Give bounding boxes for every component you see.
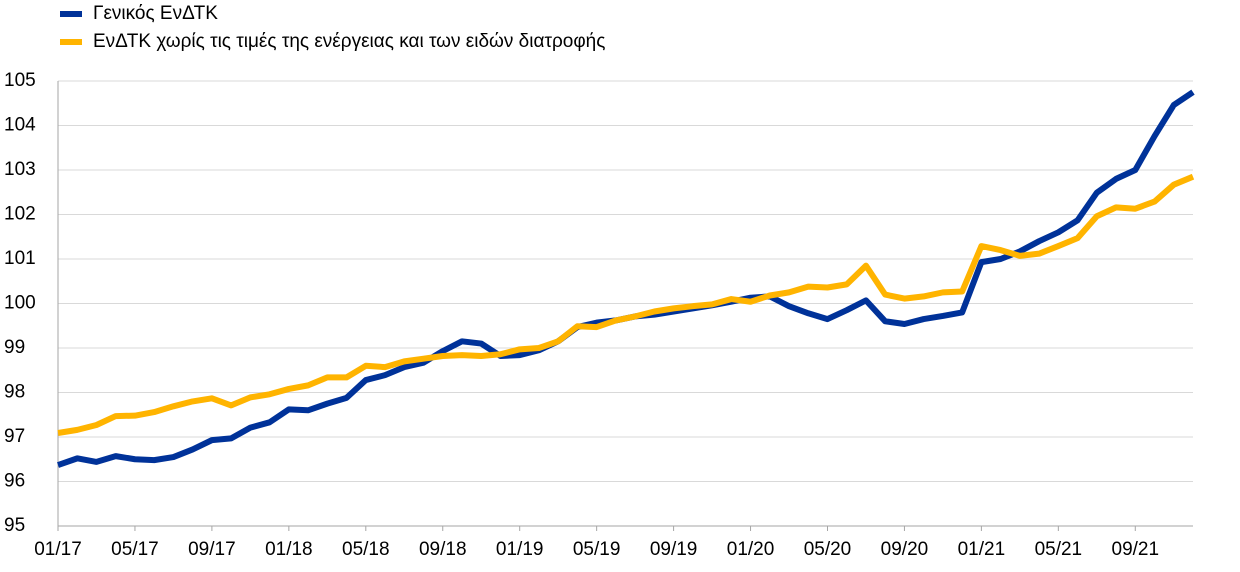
y-tick-label: 101 [4,248,36,269]
x-tick-label: 05/18 [342,539,390,560]
y-tick-label: 103 [4,159,36,180]
y-tick-label: 95 [4,515,25,536]
x-tick-label: 05/20 [804,539,852,560]
legend-label: ΕνΔΤΚ χωρίς τις τιμές της ενέργειας και … [93,31,605,52]
y-tick-label: 97 [4,426,25,447]
x-tick-label: 09/20 [881,539,929,560]
series-line [57,173,1195,436]
x-tick-label: 01/18 [265,539,313,560]
x-tick-label: 05/17 [111,539,159,560]
y-tick-label: 102 [4,204,36,225]
x-tick-label: 09/21 [1112,539,1160,560]
y-tick-label: 100 [4,293,36,314]
x-tick-label: 05/19 [573,539,621,560]
x-tick-label: 01/20 [727,539,775,560]
y-tick-label: 98 [4,382,25,403]
x-tick-label: 05/21 [1035,539,1083,560]
x-tick-label: 01/21 [958,539,1006,560]
x-tick-label: 09/17 [188,539,236,560]
y-tick-label: 99 [4,337,25,358]
x-tick-label: 01/19 [496,539,544,560]
y-tick-label: 105 [4,70,36,91]
legend-label: Γενικός ΕνΔΤΚ [93,3,218,24]
x-tick-label: 09/19 [650,539,698,560]
y-tick-label: 96 [4,471,25,492]
y-tick-label: 104 [4,115,36,136]
series-line [57,89,1195,468]
x-tick-label: 01/17 [34,539,82,560]
x-tick-label: 09/18 [419,539,467,560]
